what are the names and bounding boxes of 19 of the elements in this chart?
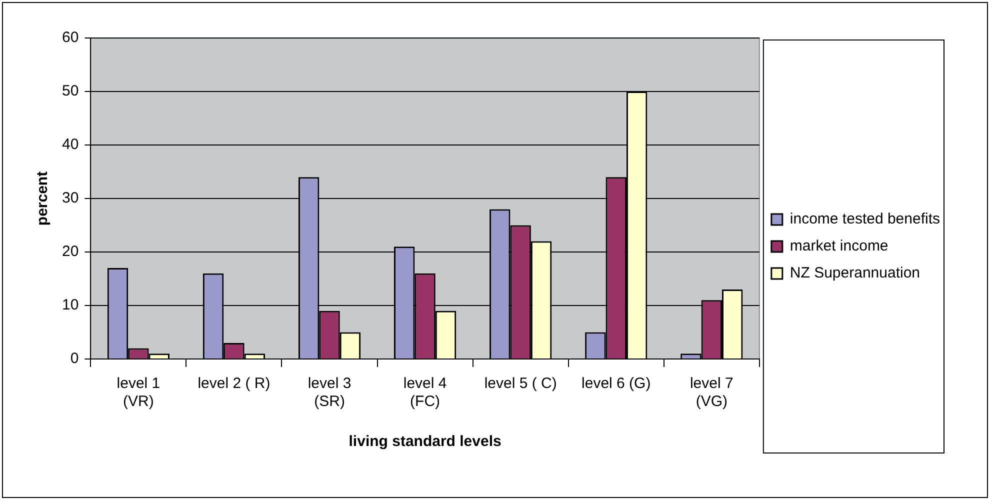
x-tick-label: level 7 (VG) — [690, 375, 734, 410]
y-tick-label: 10 — [62, 296, 79, 314]
x-tick-label: level 5 ( C) — [484, 375, 557, 392]
legend-label: NZ Superannuation — [790, 264, 920, 282]
y-tick-label: 50 — [62, 82, 79, 100]
y-tick-label: 0 — [70, 350, 79, 368]
x-tick-label: level 2 ( R) — [198, 375, 270, 392]
x-tick-label: level 6 (G) — [582, 375, 651, 392]
y-tick-label: 40 — [62, 136, 79, 154]
x-axis-title: living standard levels — [348, 433, 502, 450]
y-tick-label: 20 — [62, 243, 79, 260]
legend-label: income tested benefits — [790, 210, 940, 228]
y-tick-label: 60 — [62, 29, 79, 46]
legend-label: market income — [790, 238, 888, 255]
x-tick-label: level 3 (SR) — [308, 375, 352, 410]
x-tick-label: level 1 (VR) — [116, 375, 160, 410]
y-tick-label: 30 — [62, 190, 79, 207]
x-tick-label: level 4 (FC) — [403, 375, 447, 410]
y-axis-title: percent — [34, 171, 52, 226]
